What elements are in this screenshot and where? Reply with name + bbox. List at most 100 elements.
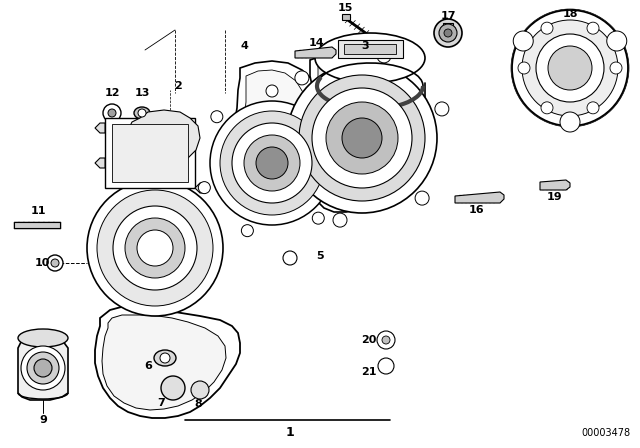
- Circle shape: [299, 75, 425, 201]
- Circle shape: [444, 29, 452, 37]
- Circle shape: [211, 111, 223, 123]
- Circle shape: [435, 102, 449, 116]
- Polygon shape: [95, 306, 240, 418]
- Circle shape: [108, 109, 116, 117]
- Text: 6: 6: [144, 361, 152, 371]
- Circle shape: [587, 22, 599, 34]
- Text: 12: 12: [104, 88, 120, 98]
- Circle shape: [137, 230, 173, 266]
- Ellipse shape: [18, 329, 68, 347]
- Ellipse shape: [315, 33, 425, 83]
- Polygon shape: [195, 183, 205, 193]
- Circle shape: [512, 10, 628, 126]
- Text: 18: 18: [563, 9, 578, 19]
- Circle shape: [321, 111, 333, 123]
- Circle shape: [415, 191, 429, 205]
- Polygon shape: [95, 123, 105, 133]
- Circle shape: [377, 331, 395, 349]
- Text: 16: 16: [468, 205, 484, 215]
- Circle shape: [560, 112, 580, 132]
- Circle shape: [378, 358, 394, 374]
- Ellipse shape: [315, 94, 425, 138]
- Circle shape: [587, 102, 599, 114]
- Circle shape: [434, 19, 462, 47]
- Bar: [105, 118, 195, 188]
- Bar: [344, 44, 396, 54]
- Polygon shape: [95, 158, 105, 168]
- Text: 9: 9: [39, 415, 47, 425]
- Circle shape: [138, 109, 146, 117]
- Text: 17: 17: [440, 11, 456, 21]
- Circle shape: [241, 224, 253, 237]
- Circle shape: [439, 24, 457, 42]
- Circle shape: [210, 101, 334, 225]
- Text: 15: 15: [337, 3, 353, 13]
- Text: 7: 7: [157, 398, 165, 408]
- Polygon shape: [310, 53, 420, 212]
- Circle shape: [287, 63, 437, 213]
- Circle shape: [295, 71, 309, 85]
- Circle shape: [273, 153, 287, 167]
- Circle shape: [27, 352, 59, 384]
- Bar: [342, 14, 350, 20]
- Text: 11: 11: [30, 206, 45, 216]
- Text: 20: 20: [362, 335, 377, 345]
- Text: 21: 21: [361, 367, 377, 377]
- Circle shape: [21, 346, 65, 390]
- Circle shape: [51, 259, 59, 267]
- Circle shape: [283, 251, 297, 265]
- Circle shape: [97, 190, 213, 306]
- Bar: [443, 23, 453, 33]
- Circle shape: [161, 376, 185, 400]
- Polygon shape: [241, 70, 308, 194]
- Circle shape: [541, 102, 553, 114]
- Polygon shape: [318, 59, 407, 208]
- Circle shape: [244, 135, 300, 191]
- Circle shape: [377, 49, 391, 63]
- Text: 00003478: 00003478: [581, 428, 630, 438]
- Ellipse shape: [154, 350, 176, 366]
- Text: 4: 4: [240, 41, 248, 51]
- Circle shape: [333, 213, 347, 227]
- Text: 13: 13: [134, 88, 150, 98]
- Circle shape: [113, 206, 197, 290]
- Circle shape: [266, 85, 278, 97]
- Circle shape: [198, 181, 211, 194]
- Circle shape: [522, 20, 618, 116]
- Circle shape: [548, 46, 592, 90]
- Circle shape: [513, 31, 533, 51]
- Circle shape: [541, 22, 553, 34]
- Circle shape: [256, 147, 288, 179]
- Text: 1: 1: [285, 426, 294, 439]
- Text: 19: 19: [547, 192, 563, 202]
- Circle shape: [312, 212, 324, 224]
- Text: 10: 10: [35, 258, 50, 268]
- Circle shape: [536, 34, 604, 102]
- Bar: [112, 124, 188, 182]
- Ellipse shape: [134, 107, 150, 119]
- Circle shape: [518, 62, 530, 74]
- Text: 2: 2: [174, 81, 182, 91]
- Polygon shape: [455, 192, 504, 203]
- Circle shape: [326, 102, 398, 174]
- Polygon shape: [18, 336, 68, 400]
- Text: 8: 8: [194, 399, 202, 409]
- Circle shape: [160, 353, 170, 363]
- Polygon shape: [540, 180, 570, 190]
- Text: 3: 3: [361, 41, 369, 51]
- Bar: [338, 40, 403, 58]
- Text: 14: 14: [308, 38, 324, 48]
- Circle shape: [382, 336, 390, 344]
- Circle shape: [191, 381, 209, 399]
- Circle shape: [607, 31, 627, 51]
- Circle shape: [103, 104, 121, 122]
- Circle shape: [220, 111, 324, 215]
- Polygon shape: [102, 315, 226, 410]
- Polygon shape: [128, 110, 200, 163]
- Polygon shape: [14, 222, 60, 228]
- Circle shape: [47, 255, 63, 271]
- Circle shape: [125, 218, 185, 278]
- Text: 5: 5: [316, 251, 324, 261]
- Circle shape: [34, 359, 52, 377]
- Circle shape: [610, 62, 622, 74]
